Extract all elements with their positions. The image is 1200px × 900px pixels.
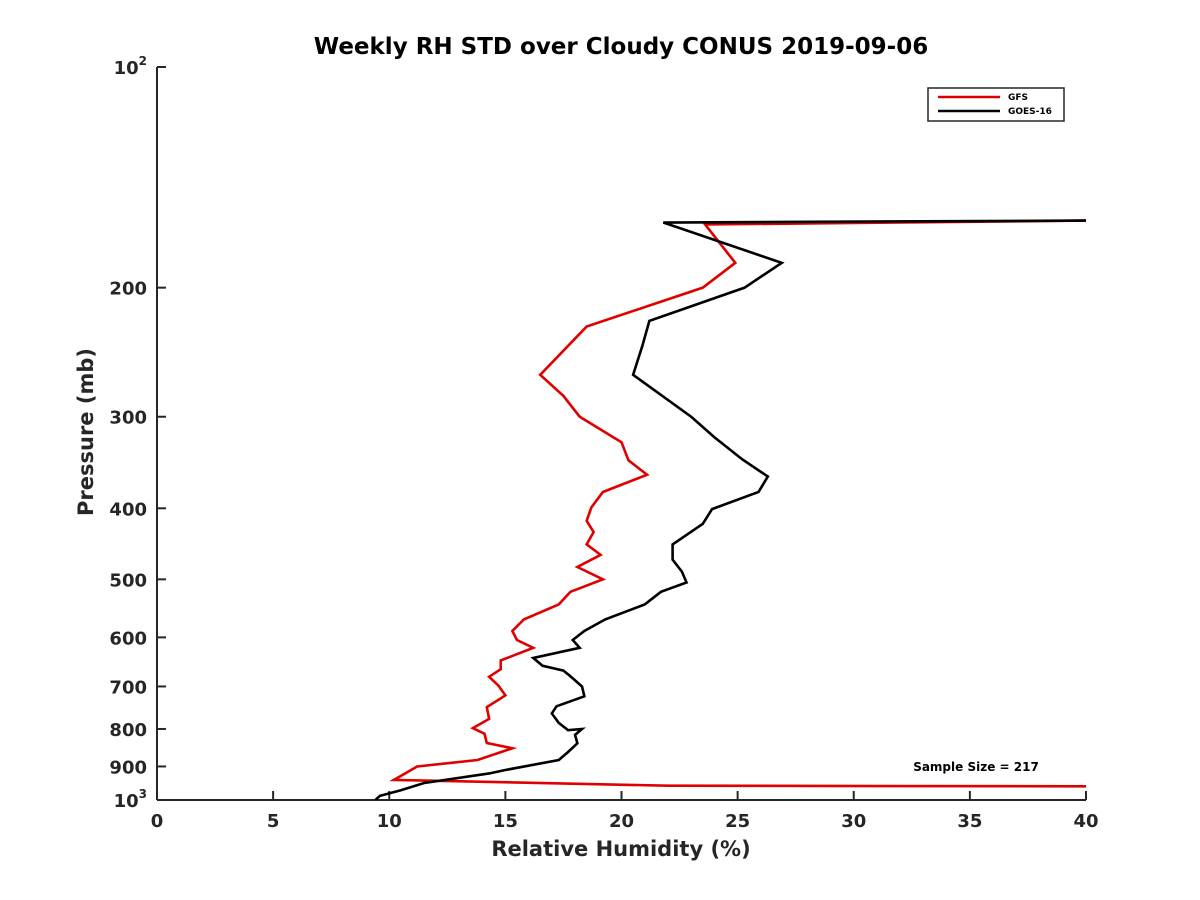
x-tick-label: 20 bbox=[609, 811, 634, 832]
plot-area: 0 5 10 15 20 25 30 35 40 102 200 300 400 500 600 700 800… bbox=[109, 54, 1098, 832]
x-tick-label: 0 bbox=[151, 811, 164, 832]
x-axis-label: Relative Humidity (%) bbox=[491, 837, 750, 861]
legend-box bbox=[927, 87, 1065, 122]
chart-title: Weekly RH STD over Cloudy CONUS 2019-09-… bbox=[314, 34, 928, 60]
x-tick-label: 35 bbox=[957, 811, 982, 832]
y-tick-label: 600 bbox=[109, 628, 147, 649]
y-tick-label: 500 bbox=[109, 570, 147, 591]
y-tick-label: 103 bbox=[114, 787, 147, 812]
x-tick-label: 40 bbox=[1073, 811, 1098, 832]
series-line-gfs bbox=[389, 219, 1087, 788]
y-tick-label: 102 bbox=[114, 54, 147, 79]
x-tick-label: 10 bbox=[377, 811, 402, 832]
sample-size-annotation: Sample Size = 217 bbox=[913, 760, 1039, 774]
y-axis-label: Pressure (mb) bbox=[74, 348, 98, 516]
y-tick-label: 400 bbox=[109, 499, 147, 520]
y-tick-label: 200 bbox=[109, 279, 147, 300]
y-tick-label: 700 bbox=[109, 677, 147, 698]
x-tick-label: 25 bbox=[725, 811, 750, 832]
x-tick-label: 30 bbox=[841, 811, 866, 832]
y-tick-label: 800 bbox=[109, 720, 147, 741]
series-line-goes-16 bbox=[374, 219, 1087, 800]
legend-label: GFS bbox=[1008, 93, 1028, 103]
legend-label: GOES-16 bbox=[1008, 107, 1052, 117]
y-tick-label: 900 bbox=[109, 757, 147, 778]
y-tick-label: 300 bbox=[109, 408, 147, 429]
x-tick-label: 15 bbox=[493, 811, 518, 832]
x-tick-label: 5 bbox=[267, 811, 280, 832]
legend: GFS GOES-16 bbox=[927, 87, 1065, 122]
